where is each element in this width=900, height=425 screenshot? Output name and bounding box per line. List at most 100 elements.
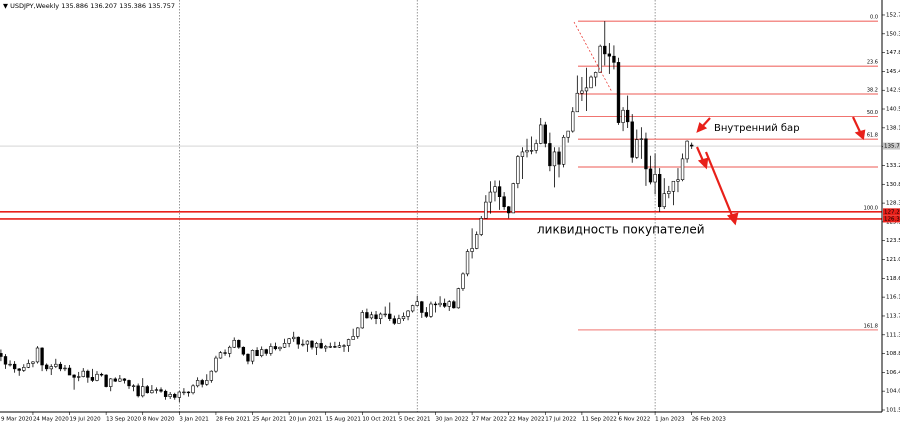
- level-price-box: [883, 215, 900, 223]
- candle-body: [552, 151, 557, 167]
- candle-body: [310, 340, 314, 348]
- y-tick-label: 142.99: [886, 88, 900, 94]
- candle-body: [168, 394, 172, 397]
- arrowhead: [697, 157, 709, 170]
- y-tick-label: 118.63: [886, 276, 900, 282]
- candle-body: [676, 179, 680, 182]
- candle-body: [378, 313, 383, 319]
- candle-body: [365, 312, 369, 319]
- candle-body: [516, 156, 520, 184]
- candle-body: [136, 385, 140, 397]
- candle-body: [8, 363, 12, 366]
- x-tick-label: 10 Oct 2021: [362, 417, 396, 423]
- candle-body: [397, 318, 401, 324]
- header-close: 135.757: [148, 2, 175, 10]
- x-tick-label: 19 Jul 2020: [70, 417, 102, 423]
- candle-body: [534, 143, 538, 151]
- chart-header: ▼ USDJPY,Weekly 135.886 136.207 135.386 …: [3, 2, 175, 10]
- y-tick-label: 123.5: [886, 238, 900, 244]
- candle-body: [488, 191, 493, 203]
- candle-body: [351, 336, 355, 340]
- arrows: [695, 116, 866, 226]
- candle-body: [314, 343, 319, 348]
- candle-body: [566, 130, 570, 138]
- y-tick-label: 106.44: [886, 370, 900, 376]
- candle-body: [31, 361, 35, 364]
- candle-body: [507, 206, 511, 214]
- y-tick-label: 145.43: [886, 69, 900, 75]
- y-tick-label: 108.88: [886, 351, 900, 357]
- candle-body: [255, 350, 259, 357]
- fib-trendline: [573, 21, 613, 93]
- candle-body: [324, 346, 328, 349]
- candle-body: [54, 363, 58, 367]
- candle-body: [639, 138, 644, 140]
- y-tick-label: 111.31: [886, 332, 900, 338]
- candle-body: [525, 150, 529, 153]
- x-tick-label: 30 Jan 2022: [436, 417, 469, 423]
- annotation: Внутренний бар: [714, 123, 800, 134]
- candle-body: [163, 390, 168, 397]
- arrow: [704, 151, 735, 219]
- level-price-label: 127.24: [884, 209, 900, 215]
- candle-body: [182, 391, 186, 394]
- y-tick-label: 138.12: [886, 125, 900, 131]
- candle-body: [429, 303, 433, 317]
- candle-body: [543, 124, 547, 144]
- candle-body: [177, 391, 182, 398]
- candle-body: [205, 380, 209, 385]
- candle-body: [328, 346, 332, 348]
- candle-body: [305, 340, 310, 345]
- x-tick-label: 6 Nov 2022: [618, 417, 650, 423]
- candle-body: [81, 370, 85, 377]
- candle-body: [259, 349, 264, 357]
- candle-body: [671, 180, 676, 192]
- candle-body: [237, 339, 241, 348]
- candle-body: [662, 193, 666, 208]
- y-tick-label: 133.25: [886, 163, 900, 169]
- candle-body: [593, 72, 598, 78]
- candle-body: [456, 288, 461, 309]
- x-tick-label: 24 May 2020: [33, 417, 69, 423]
- candle-body: [301, 343, 305, 346]
- candle-body: [35, 347, 40, 363]
- candle-body: [442, 302, 447, 307]
- candle-body: [557, 151, 561, 165]
- candle-body: [502, 196, 506, 208]
- candle-body: [173, 394, 177, 398]
- header-low: 135.386: [119, 2, 146, 10]
- level-price-box: [883, 208, 900, 216]
- candle-body: [269, 346, 273, 354]
- candle-body: [616, 62, 621, 123]
- candle-body: [90, 377, 95, 381]
- fib-label: 61.8: [867, 133, 878, 139]
- candle-body: [141, 386, 145, 397]
- candle-body: [360, 312, 364, 329]
- candle-body: [511, 183, 515, 214]
- candle-body: [621, 109, 625, 123]
- candle-body: [470, 248, 474, 252]
- x-tick-label: 1 Jan 2023: [655, 417, 685, 423]
- y-tick-label: 130.81: [886, 182, 900, 188]
- x-tick-label: 22 May 2022: [509, 417, 545, 423]
- candle-body: [346, 339, 351, 346]
- candle-body: [603, 45, 607, 55]
- candle-body: [424, 312, 429, 317]
- level-price-label: 126.32: [884, 216, 900, 222]
- candle-body: [630, 121, 634, 158]
- candle-body: [296, 336, 300, 345]
- candle-body: [319, 343, 323, 349]
- candle-body: [607, 53, 612, 57]
- candle-body: [273, 346, 278, 350]
- symbol: USDJPY,Weekly: [10, 2, 59, 10]
- candle-body: [580, 90, 584, 94]
- menu-marker: ▼: [3, 2, 10, 10]
- candle-body: [264, 349, 268, 354]
- fib-label: 23.6: [867, 60, 878, 66]
- candle-body: [131, 385, 136, 387]
- candle-body: [214, 357, 218, 372]
- candle-body: [406, 310, 410, 317]
- candle-body: [241, 346, 246, 355]
- candle-body: [3, 356, 8, 365]
